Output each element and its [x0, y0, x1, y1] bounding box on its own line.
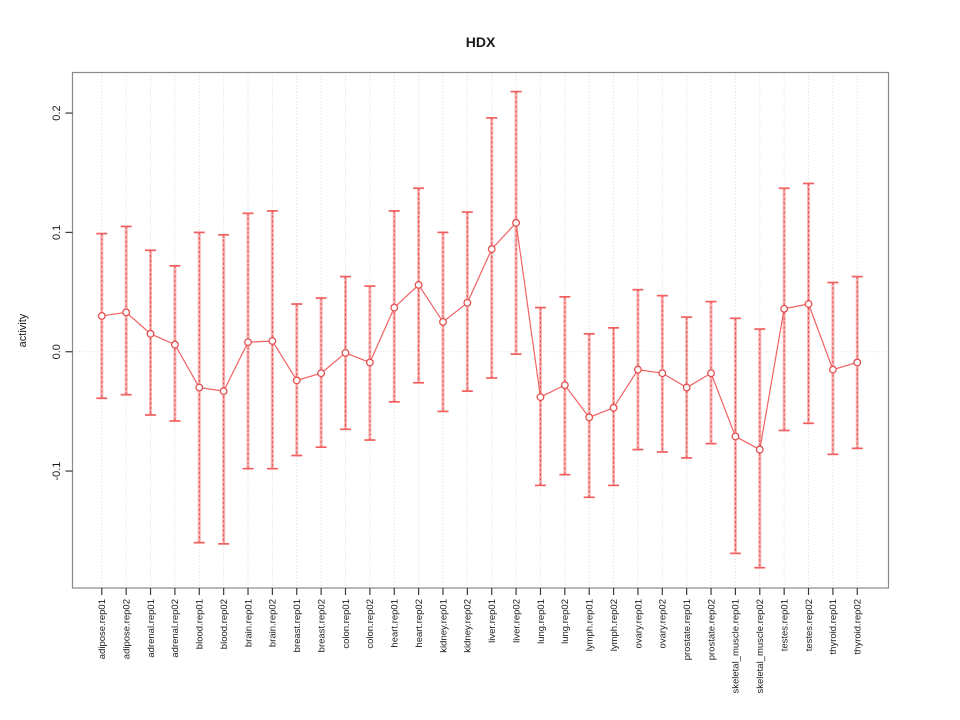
- x-tick-label: brain.rep01: [243, 599, 254, 647]
- x-tick-label: liver.rep01: [487, 599, 498, 643]
- data-point: [317, 369, 326, 378]
- x-tick-label: blood.rep01: [195, 599, 206, 649]
- data-point: [731, 432, 740, 441]
- data-point: [780, 304, 789, 313]
- data-point: [755, 445, 764, 454]
- x-tick-label: testes.rep02: [804, 599, 815, 651]
- data-point: [97, 311, 106, 320]
- plot-area: 0.2 0.1 0.0 -0.1 adipose.rep01 adipose.rep02 a…: [51, 71, 890, 694]
- data-point: [268, 337, 277, 345]
- plot-box: [71, 71, 890, 589]
- x-tick-label: prostate.rep02: [706, 599, 717, 660]
- data-point: [804, 300, 813, 308]
- data-point: [122, 308, 131, 317]
- x-tick-label: liver.rep02: [511, 599, 522, 643]
- x-tick-label: prostate.rep01: [682, 599, 693, 660]
- data-point: [560, 381, 569, 390]
- x-tick-label: adipose.rep02: [121, 599, 132, 659]
- data-point: [512, 218, 521, 227]
- data-point: [463, 298, 472, 307]
- series-line: [101, 221, 858, 451]
- data-point: [439, 317, 447, 326]
- data-point: [633, 365, 642, 374]
- x-tick-label: breast.rep02: [316, 599, 327, 652]
- y-tick-label: 0.1: [51, 225, 63, 240]
- x-tick-label: heart.rep02: [414, 599, 425, 648]
- data-point: [244, 338, 252, 347]
- x-tick-label: kidney.rep01: [438, 599, 449, 653]
- x-tick-label: colon.rep02: [365, 599, 376, 649]
- data-point: [682, 383, 691, 392]
- x-tick-label: adrenal.rep02: [170, 599, 181, 658]
- x-tick-label: brain.rep02: [268, 599, 279, 647]
- data-point: [390, 303, 399, 312]
- data-point: [536, 393, 545, 402]
- data-point: [195, 383, 204, 392]
- chart-title: HDX: [466, 34, 496, 50]
- x-tick-label: adipose.rep01: [97, 599, 108, 659]
- data-point: [341, 348, 350, 357]
- data-point: [170, 340, 179, 349]
- x-tick-label: colon.rep01: [341, 599, 352, 649]
- x-tick-label: testes.rep01: [779, 599, 790, 651]
- data-point: [365, 358, 374, 367]
- x-tick-label: breast.rep01: [292, 599, 303, 652]
- data-point: [414, 280, 423, 289]
- data-point: [219, 387, 228, 396]
- x-tick-label: lung.rep01: [536, 599, 547, 644]
- y-tick-label: 0.0: [51, 344, 63, 359]
- x-tick-label: skeletal_muscle.rep01: [731, 599, 742, 694]
- data-point: [658, 369, 667, 378]
- data-point: [585, 413, 594, 422]
- x-tick-label: lymph.rep02: [609, 599, 620, 651]
- data-point: [146, 329, 155, 338]
- data-point: [292, 376, 301, 385]
- x-tick-label: adrenal.rep01: [146, 599, 157, 658]
- x-tick-label: thyroid.rep02: [853, 599, 864, 654]
- data-point: [487, 245, 496, 254]
- x-tick-label: heart.rep01: [390, 599, 401, 648]
- x-tick-label: kidney.rep02: [463, 599, 474, 653]
- x-tick-label: lymph.rep01: [585, 599, 596, 651]
- data-point: [609, 403, 618, 412]
- x-tick-label: blood.rep02: [219, 599, 230, 649]
- x-tick-label: lung.rep02: [560, 599, 571, 644]
- x-tick-label: thyroid.rep01: [828, 599, 839, 654]
- y-tick-label: -0.1: [51, 462, 63, 481]
- x-tick-label: skeletal_muscle.rep02: [755, 599, 766, 694]
- x-tick-label: ovary.rep02: [658, 599, 669, 648]
- data-point: [853, 358, 862, 367]
- y-axis-label: activity: [17, 313, 29, 347]
- data-point: [707, 369, 715, 378]
- x-tick-label: ovary.rep01: [633, 599, 644, 648]
- y-tick-label: 0.2: [51, 105, 63, 120]
- data-point: [828, 365, 837, 374]
